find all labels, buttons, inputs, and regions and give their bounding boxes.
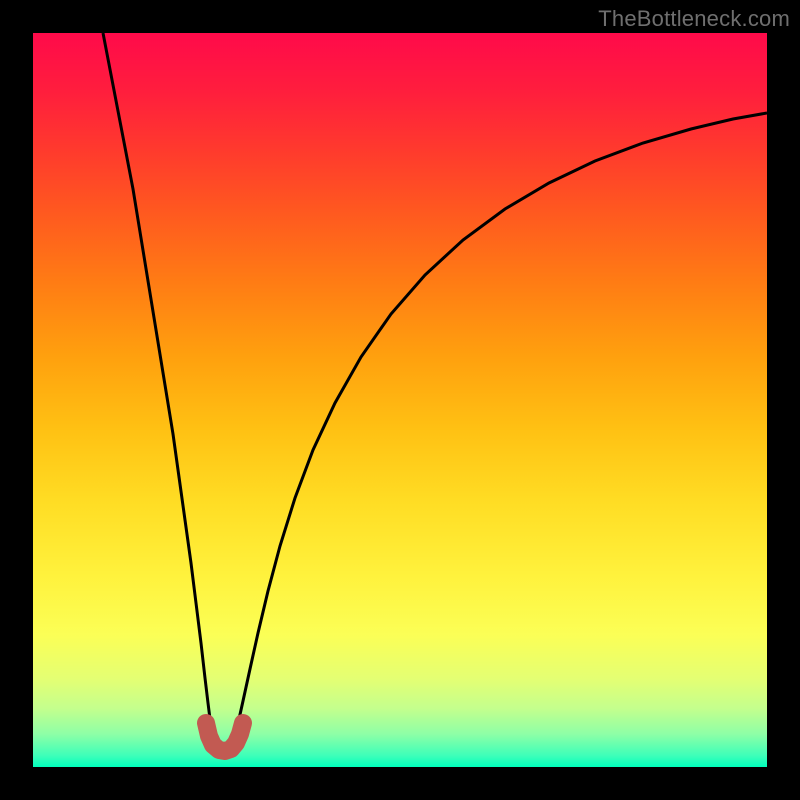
- plot-frame: [33, 33, 767, 767]
- curve-dip: [206, 723, 243, 751]
- watermark-text: TheBottleneck.com: [598, 6, 790, 32]
- curve-left-branch: [103, 33, 210, 719]
- curve-overlay: [33, 33, 767, 767]
- curve-right-branch: [239, 113, 767, 719]
- image-root: TheBottleneck.com: [0, 0, 800, 800]
